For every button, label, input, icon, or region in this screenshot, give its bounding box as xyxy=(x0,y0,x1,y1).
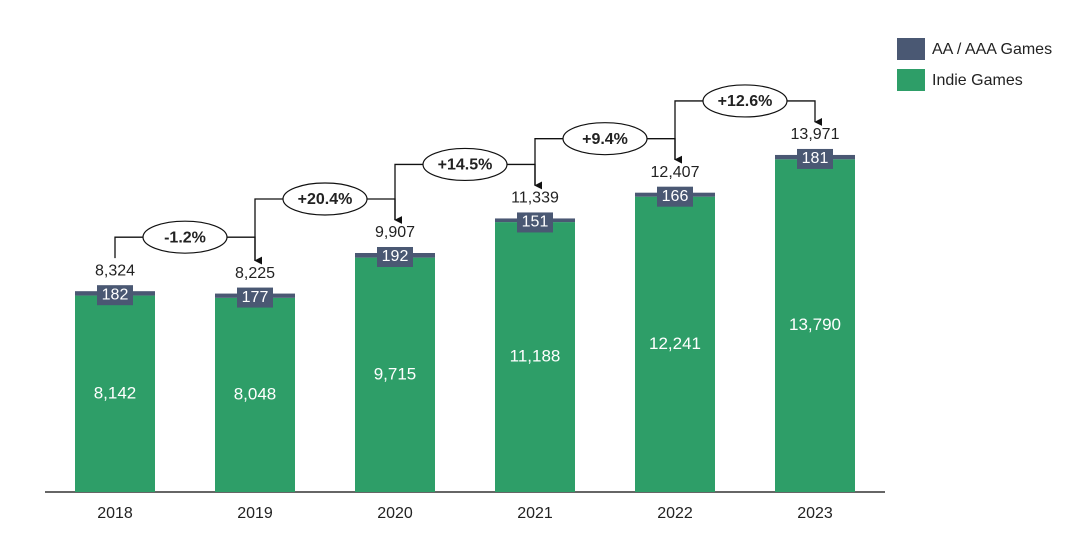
growth-label: +9.4% xyxy=(582,131,628,148)
value-label: 12,241 xyxy=(649,334,701,353)
value-label: 9,715 xyxy=(374,364,417,383)
legend-swatch xyxy=(897,38,925,60)
growth-bubble xyxy=(142,220,228,254)
value-label: 8,048 xyxy=(234,384,277,403)
value-label-box xyxy=(97,285,133,306)
x-tick-label: 2018 xyxy=(97,505,133,522)
x-tick-label: 2021 xyxy=(517,505,553,522)
total-label: 8,225 xyxy=(235,265,275,282)
bar-segment xyxy=(775,159,855,492)
legend-label: Indie Games xyxy=(932,72,1023,89)
x-tick-label: 2023 xyxy=(797,505,833,522)
growth-label: -1.2% xyxy=(164,229,206,246)
value-label: 192 xyxy=(382,248,409,265)
legend-label: AA / AAA Games xyxy=(932,41,1052,58)
value-label: 177 xyxy=(242,289,269,306)
bar-segment xyxy=(355,257,435,492)
growth-bubble xyxy=(562,122,648,156)
value-label: 151 xyxy=(522,214,549,231)
growth-label: +20.4% xyxy=(298,191,353,208)
value-label: 182 xyxy=(102,286,129,303)
value-label-box xyxy=(657,186,693,207)
x-tick-label: 2020 xyxy=(377,505,413,522)
growth-label: +12.6% xyxy=(718,93,773,110)
bar-segment xyxy=(75,295,155,492)
x-tick-label: 2022 xyxy=(657,505,693,522)
value-label: 8,142 xyxy=(94,383,137,402)
bar-segment xyxy=(495,222,575,493)
value-label: 181 xyxy=(802,150,829,167)
total-label: 8,324 xyxy=(95,262,135,279)
x-tick-label: 2019 xyxy=(237,505,273,522)
total-label: 9,907 xyxy=(375,224,415,241)
growth-bubble xyxy=(422,147,508,182)
value-label-box xyxy=(377,246,413,267)
total-label: 13,971 xyxy=(791,126,840,143)
legend-swatch xyxy=(897,69,925,91)
bar-segment xyxy=(215,297,295,492)
growth-bubble xyxy=(702,84,788,118)
value-label-box xyxy=(517,212,553,233)
value-label-box xyxy=(237,287,273,308)
value-label: 166 xyxy=(662,188,689,205)
value-label-box xyxy=(797,148,833,169)
bar-segment xyxy=(635,196,715,492)
value-label: 13,790 xyxy=(789,315,841,334)
growth-label: +14.5% xyxy=(438,157,493,174)
growth-bubble xyxy=(282,182,368,216)
total-label: 11,339 xyxy=(511,190,559,207)
value-label: 11,188 xyxy=(510,347,561,366)
total-label: 12,407 xyxy=(651,164,700,181)
